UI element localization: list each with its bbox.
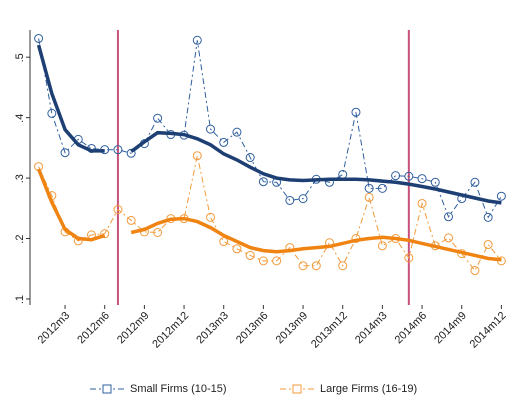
x-tick-label: 2014m12 (468, 310, 509, 351)
point (258, 177, 268, 187)
y-tick-label: .4 (14, 114, 26, 123)
point (206, 124, 215, 134)
y-tick-label: .2 (14, 235, 26, 244)
x-tick-label: 2014m6 (393, 310, 430, 347)
legend-marker (102, 384, 112, 394)
x-tick-label: 2012m12 (150, 310, 191, 351)
point (417, 198, 427, 208)
legend-label: Large Firms (16-19) (320, 383, 417, 395)
point (126, 215, 136, 225)
legend-marker (292, 384, 302, 394)
point (377, 241, 387, 251)
point (153, 227, 163, 237)
point (430, 177, 440, 187)
point (60, 148, 70, 158)
point (470, 177, 480, 187)
point (285, 195, 295, 205)
point (245, 153, 255, 163)
x-tick-label: 2013m9 (274, 310, 311, 347)
point (404, 253, 414, 263)
x-tick-label: 2014m9 (432, 310, 469, 347)
point (113, 205, 123, 215)
point (232, 127, 242, 137)
y-tick-label: .5 (14, 53, 26, 62)
x-tick-label: 2012m6 (75, 310, 112, 347)
point (219, 237, 229, 247)
point (153, 113, 163, 123)
point (206, 212, 215, 222)
point (496, 191, 506, 201)
point (483, 212, 493, 222)
point (311, 261, 321, 271)
x-tick-label: 2013m6 (234, 310, 271, 347)
x-tick-label: 2013m3 (194, 310, 231, 347)
point (338, 261, 348, 271)
point (192, 151, 202, 161)
fit-line (36, 44, 502, 205)
y-tick-label: .3 (14, 174, 26, 183)
point (100, 229, 110, 239)
point (404, 171, 414, 181)
point (444, 233, 453, 243)
point (113, 145, 123, 155)
x-tick-label: 2012m3 (36, 310, 73, 347)
point (298, 261, 308, 271)
point (219, 137, 229, 147)
point (258, 256, 268, 266)
point (338, 169, 348, 179)
point (470, 266, 480, 276)
point (364, 192, 374, 202)
x-tick-label: 2013m12 (309, 310, 350, 351)
point (192, 35, 202, 45)
x-tick-label: 2014m3 (353, 310, 390, 347)
point (364, 183, 374, 193)
point (377, 183, 387, 193)
point (126, 148, 136, 158)
fit-line (36, 168, 502, 262)
point (391, 171, 401, 181)
point (232, 244, 242, 254)
point (444, 212, 453, 222)
point (351, 107, 361, 117)
point (245, 250, 255, 260)
series-line (38, 38, 502, 219)
point (483, 240, 493, 250)
point (272, 256, 282, 266)
point (34, 33, 44, 43)
point (298, 194, 308, 204)
legend-label: Small Firms (10-15) (130, 383, 227, 395)
y-tick-label: .1 (14, 295, 26, 304)
point (417, 174, 427, 184)
series-line (38, 155, 502, 272)
x-tick-label: 2012m9 (115, 310, 152, 347)
point (47, 108, 57, 118)
